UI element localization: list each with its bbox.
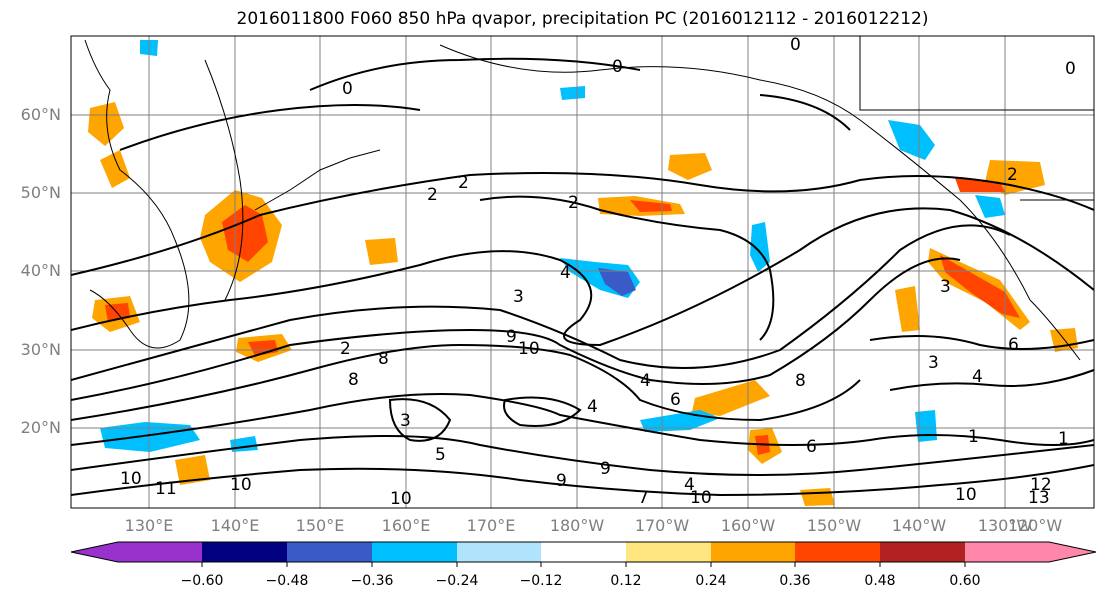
lon-label: 180°W	[549, 516, 605, 535]
colorbar-segment	[118, 542, 202, 562]
colorbar-extend-min	[71, 542, 118, 562]
colorbar-tick-label: −0.48	[265, 573, 309, 589]
contour-label: 4	[560, 263, 571, 283]
colorbar-segment	[202, 542, 287, 562]
lon-label: 140°W	[891, 516, 947, 535]
lat-label: 30°N	[20, 340, 61, 359]
colorbar-segment	[372, 542, 457, 562]
lon-label: 160°W	[720, 516, 776, 535]
contour-label: 8	[348, 370, 359, 390]
lon-label: 150°E	[295, 516, 345, 535]
contour-label: 0	[342, 79, 353, 99]
contour-label: 8	[378, 349, 389, 369]
contour-label: 4	[640, 371, 651, 391]
contour-label: 8	[795, 371, 806, 391]
colorbar	[70, 541, 1097, 567]
contour-labels: 0 0 0 0 2 2 2 2 3 3 3 4 4 4 5 6 6 6 7 8 …	[120, 35, 1076, 509]
contour-label: 0	[1065, 59, 1076, 79]
lon-label: 140°E	[210, 516, 260, 535]
contour-label: 6	[670, 390, 681, 410]
contour-label: 10	[230, 475, 252, 495]
contour-label: 9	[556, 471, 567, 491]
colorbar-segment	[711, 542, 795, 562]
plot-title: 2016011800 F060 850 hPa qvapor, precipit…	[236, 9, 929, 29]
colorbar-segment	[880, 542, 965, 562]
lon-label: 130°E	[124, 516, 174, 535]
contour-label: 7	[638, 488, 649, 508]
contour-label: 0	[612, 57, 623, 77]
colorbar-segment	[626, 542, 711, 562]
contour-label: 0	[790, 35, 801, 55]
contour-label: 4	[972, 367, 983, 387]
colorbar-tick-label: −0.24	[435, 573, 479, 589]
colorbar-segment	[541, 542, 626, 562]
contour-label: 3	[940, 277, 951, 297]
colorbar-tick-label: 0.48	[864, 573, 896, 589]
contour-label: 5	[435, 445, 446, 465]
contour-label: 9	[506, 327, 517, 347]
colorbar-tick-label: −0.60	[180, 573, 224, 589]
contour-label: 2	[427, 185, 438, 205]
colorbar-tick-label: 0.60	[949, 573, 981, 589]
contour-label: 1	[968, 427, 979, 447]
colorbar-tick-label: 0.36	[779, 573, 811, 589]
colorbar-segment	[795, 542, 880, 562]
contour-label: 1	[1058, 429, 1069, 449]
colorbar-tick-label: 0.12	[610, 573, 642, 589]
contour-label: 10	[518, 339, 540, 359]
contour-label: 2	[340, 339, 351, 359]
contour-label: 2	[458, 173, 469, 193]
qvapor-contours	[71, 57, 1094, 497]
precip-negative-patches	[100, 40, 1005, 452]
colorbar-segment	[457, 542, 541, 562]
contour-label: 6	[1008, 335, 1019, 355]
lon-label: 150°W	[806, 516, 862, 535]
colorbar-tick-label: −0.12	[519, 573, 563, 589]
colorbar-tick-label: −0.36	[350, 573, 394, 589]
contour-label: 2	[568, 193, 579, 213]
colorbar-segment	[965, 542, 1049, 562]
lat-label: 40°N	[20, 261, 61, 280]
lon-label: 170°W	[634, 516, 690, 535]
contour-label: 10	[955, 485, 977, 505]
contour-label: 6	[806, 437, 817, 457]
colorbar-tick-label: 0.24	[695, 573, 727, 589]
contour-label: 12	[1030, 475, 1052, 495]
colorbar-extend-max	[1049, 542, 1096, 562]
contour-label: 4	[684, 475, 695, 495]
lat-label: 20°N	[20, 418, 61, 437]
lon-label: 120°W	[1007, 516, 1063, 535]
contour-label: 3	[513, 287, 524, 307]
colorbar-segment	[287, 542, 372, 562]
contour-label: 9	[600, 459, 611, 479]
map-frame	[70, 35, 1095, 509]
contour-label: 13	[1028, 488, 1050, 508]
contour-label: 3	[928, 353, 939, 373]
contour-label: 10	[690, 488, 712, 508]
lon-label: 170°E	[466, 516, 516, 535]
contour-label: 4	[587, 397, 598, 417]
contour-label: 10	[120, 469, 142, 489]
contour-label: 10	[390, 489, 412, 509]
lon-label: 160°E	[381, 516, 431, 535]
contour-label: 2	[1007, 165, 1018, 185]
contour-label: 11	[155, 479, 177, 499]
coastlines	[84, 36, 1094, 361]
contour-label: 3	[400, 411, 411, 431]
lon-label: 130°W	[977, 516, 1033, 535]
lat-label: 50°N	[20, 183, 61, 202]
lat-label: 60°N	[20, 105, 61, 124]
